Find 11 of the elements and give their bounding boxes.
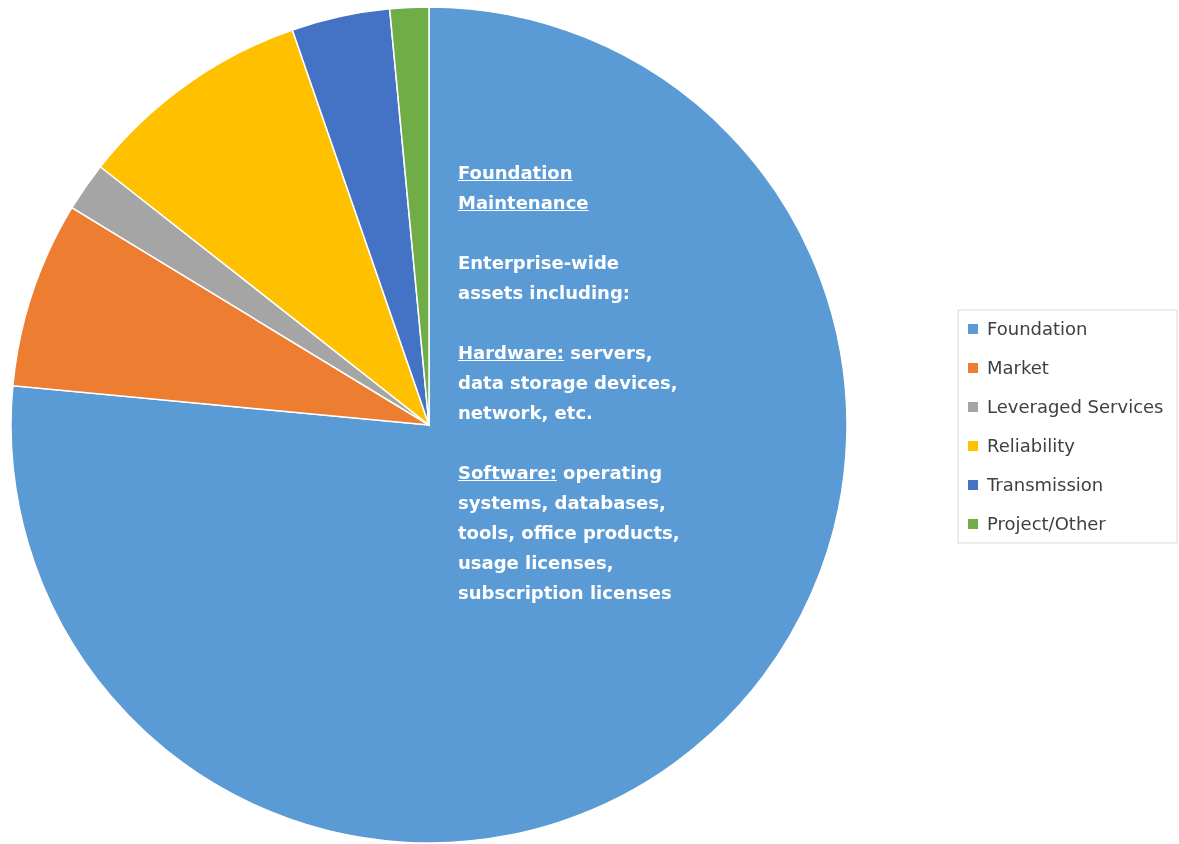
text: Hardware: servers, data storage devices, network, etc. [458, 342, 678, 423]
legend-label: Project/Other [987, 513, 1107, 534]
legend-label: Foundation [987, 318, 1088, 339]
pie-slice [10, 6, 848, 844]
legend-label: Market [987, 357, 1049, 378]
text: Software: operating systems, databases, tools, office products, usage licenses, subscription licenses [458, 462, 680, 603]
legend-label: Leveraged Services [987, 396, 1164, 417]
legend-label: Reliability [987, 435, 1076, 456]
text: Enterprise-wide assets including: [458, 251, 631, 305]
text: Foundation Maintenance [458, 162, 589, 213]
legend-label: Transmission [986, 474, 1104, 495]
